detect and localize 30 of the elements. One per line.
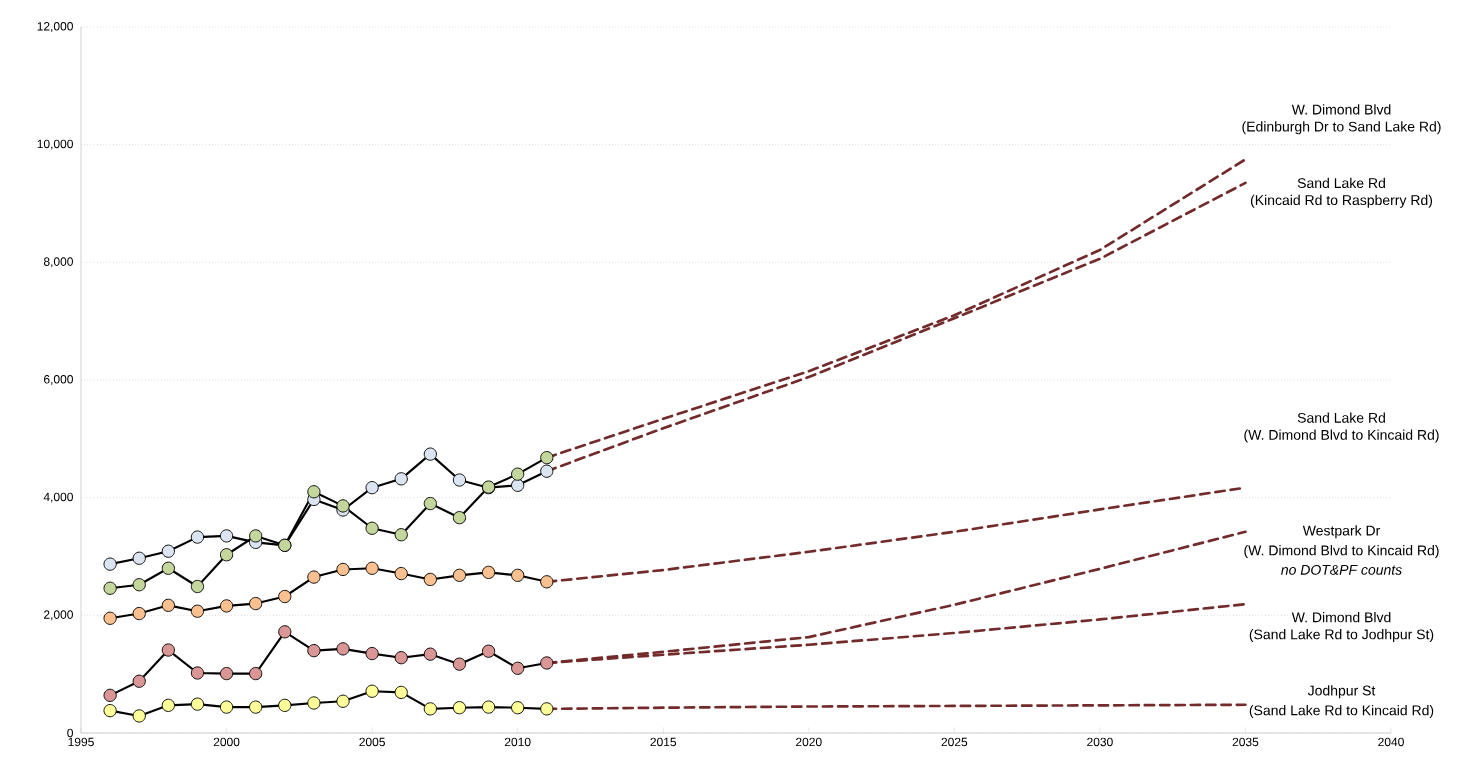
annotation: (Sand Lake Rd to Jodhpur St) bbox=[1249, 629, 1434, 643]
annotation: (Sand Lake Rd to Kincaid Rd) bbox=[1249, 705, 1434, 719]
annotation: no DOT&PF counts bbox=[1281, 564, 1402, 575]
x-tick-label: 2020 bbox=[796, 737, 822, 747]
text: Jodhpur St bbox=[1307, 685, 1376, 699]
text: Sand Lake Rd bbox=[1297, 177, 1385, 189]
x-tick-label: 1995 bbox=[68, 737, 94, 747]
text: Sand Lake Rd bbox=[1297, 412, 1385, 423]
y-tick-label: 6,000 bbox=[44, 375, 73, 385]
annotation: (Edinburgh Dr to Sand Lake Rd) bbox=[1242, 121, 1441, 135]
y-tick-label: 8,000 bbox=[43, 257, 73, 268]
y-tick-label: 2,000 bbox=[44, 610, 73, 621]
annotation: (W. Dimond Blvd to Kincaid Rd) bbox=[1244, 429, 1439, 443]
x-tick-label: 2000 bbox=[213, 737, 240, 747]
x-tick-label: 2030 bbox=[1087, 737, 1113, 747]
text: W. Dimond Blvd bbox=[1291, 104, 1391, 115]
y-tick-label: 10,000 bbox=[37, 139, 73, 150]
x-tick-label: 2040 bbox=[1378, 737, 1404, 747]
x-tick-label: 2015 bbox=[650, 737, 677, 747]
x-tick-label: 2010 bbox=[504, 737, 531, 747]
y-tick-label: 4,000 bbox=[43, 492, 73, 503]
x-tick-label: 2025 bbox=[941, 737, 968, 747]
y-tick-label: 12,000 bbox=[37, 22, 73, 32]
annotation: (W. Dimond Blvd to Kincaid Rd) bbox=[1244, 545, 1439, 559]
annotation: (Kincaid Rd to Raspberry Rd) bbox=[1250, 194, 1433, 208]
x-tick-label: 2035 bbox=[1232, 737, 1259, 747]
y-tick-label: 0 bbox=[67, 728, 73, 738]
x-tick-label: 2005 bbox=[359, 737, 385, 747]
text: Westpark Dr bbox=[1302, 525, 1381, 539]
text: W. Dimond Blvd bbox=[1291, 612, 1391, 623]
